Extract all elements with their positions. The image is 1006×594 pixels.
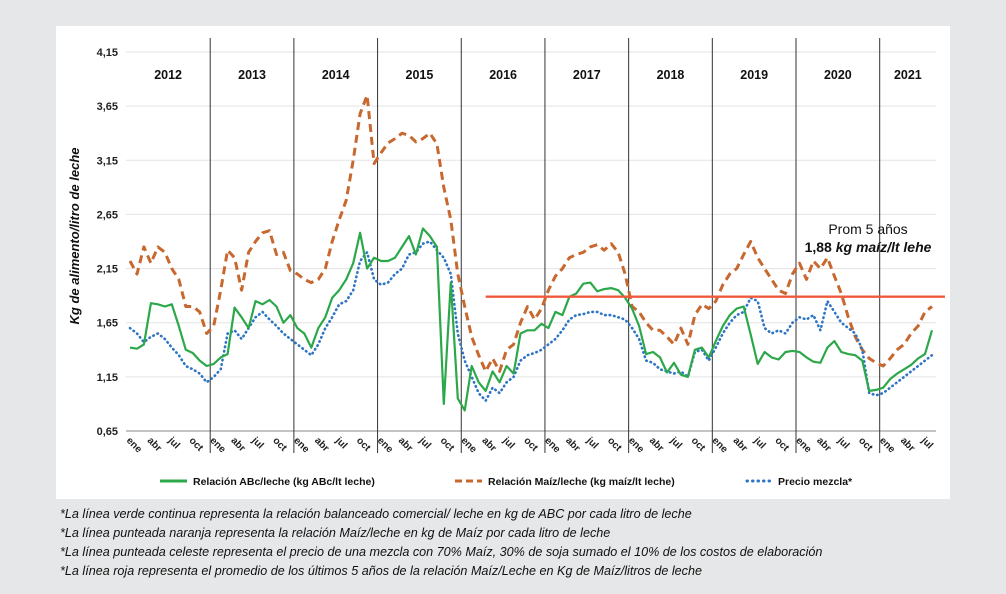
x-tick-label: abr bbox=[480, 435, 499, 454]
x-tick-label: abr bbox=[145, 435, 164, 454]
x-tick-label: oct bbox=[438, 435, 457, 454]
footnote-orange: *La línea punteada naranja representa la… bbox=[60, 526, 611, 540]
year-label: 2016 bbox=[489, 68, 517, 82]
legend-green-label: Relación ABc/leche (kg ABc/lt leche) bbox=[193, 476, 375, 488]
x-tick-label: abr bbox=[563, 435, 582, 454]
x-tick-label: abr bbox=[898, 435, 917, 454]
x-tick-label: abr bbox=[731, 435, 750, 454]
year-label: 2018 bbox=[657, 68, 685, 82]
x-tick-label: oct bbox=[605, 435, 624, 454]
x-tick-label: jul bbox=[583, 435, 600, 452]
x-tick-label: jul bbox=[835, 435, 852, 452]
avg-annotation-value: 1,88 bbox=[805, 239, 832, 255]
year-label: 2021 bbox=[894, 68, 922, 82]
year-label: 2020 bbox=[824, 68, 852, 82]
footnote-green: *La línea verde continua representa la r… bbox=[60, 507, 692, 521]
x-tick-label: abr bbox=[814, 435, 833, 454]
x-tick-label: jul bbox=[332, 435, 349, 452]
y-tick-label: 0,65 bbox=[97, 426, 118, 438]
x-tick-label: abr bbox=[647, 435, 666, 454]
x-tick-label: abr bbox=[228, 435, 247, 454]
year-label: 2019 bbox=[740, 68, 768, 82]
year-label: 2017 bbox=[573, 68, 601, 82]
x-tick-label: abr bbox=[396, 435, 415, 454]
y-tick-label: 2,65 bbox=[97, 209, 118, 221]
x-tick-label: abr bbox=[312, 435, 331, 454]
y-tick-label: 1,65 bbox=[97, 318, 118, 330]
y-tick-label: 4,15 bbox=[97, 47, 118, 59]
x-tick-label: jul bbox=[500, 435, 517, 452]
x-tick-label: oct bbox=[521, 435, 540, 454]
series-line-dashed bbox=[128, 93, 933, 373]
x-tick-label: oct bbox=[354, 435, 373, 454]
x-tick-label: jul bbox=[751, 435, 768, 452]
legend-blue-label: Precio mezcla* bbox=[778, 476, 853, 488]
x-tick-label: oct bbox=[772, 435, 791, 454]
x-tick-label: oct bbox=[187, 435, 206, 454]
legend: Relación ABc/leche (kg ABc/lt leche) Rel… bbox=[160, 476, 853, 488]
avg-annotation-line2: 1,88 kg maíz/lt lehe bbox=[805, 239, 932, 255]
x-tick-label: jul bbox=[249, 435, 266, 452]
chart-panel: 0,65 1,15 1,65 2,15 2,65 3,15 3,65 4,15 ene abr j… bbox=[56, 26, 950, 499]
y-tick-label: 2,15 bbox=[97, 264, 118, 276]
y-tick-label: 1,15 bbox=[97, 372, 118, 384]
x-tick-label: jul bbox=[918, 435, 935, 452]
avg-annotation-unit: kg maíz/lt lehe bbox=[836, 239, 932, 255]
x-tick-label: oct bbox=[856, 435, 875, 454]
y-tick-label: 3,65 bbox=[97, 101, 118, 113]
footnote-red: *La línea roja representa el promedio de… bbox=[60, 564, 702, 578]
x-tick-label: jul bbox=[416, 435, 433, 452]
legend-orange-label: Relación Maíz/leche (kg maíz/lt leche) bbox=[488, 476, 675, 488]
x-tick-label: ene bbox=[124, 435, 144, 455]
avg-annotation-line1: Prom 5 años bbox=[828, 221, 907, 237]
y-axis-title: Kg de alimento/litro de leche bbox=[67, 148, 82, 325]
x-tick-label: jul bbox=[165, 435, 182, 452]
x-tick-label: oct bbox=[270, 435, 289, 454]
series-line-solid bbox=[129, 227, 934, 412]
year-label: 2013 bbox=[238, 68, 266, 82]
y-tick-label: 3,15 bbox=[97, 155, 118, 167]
year-label: 2014 bbox=[322, 68, 350, 82]
chart-svg: 0,651,151,652,152,653,153,654,15 ene abr j… bbox=[67, 38, 945, 488]
year-label: 2015 bbox=[406, 68, 434, 82]
footnote-blue: *La línea punteada celeste representa el… bbox=[60, 545, 823, 559]
year-label: 2012 bbox=[154, 68, 182, 82]
series-line-dotted bbox=[128, 240, 934, 403]
x-tick-label: oct bbox=[689, 435, 708, 454]
x-tick-label: jul bbox=[667, 435, 684, 452]
